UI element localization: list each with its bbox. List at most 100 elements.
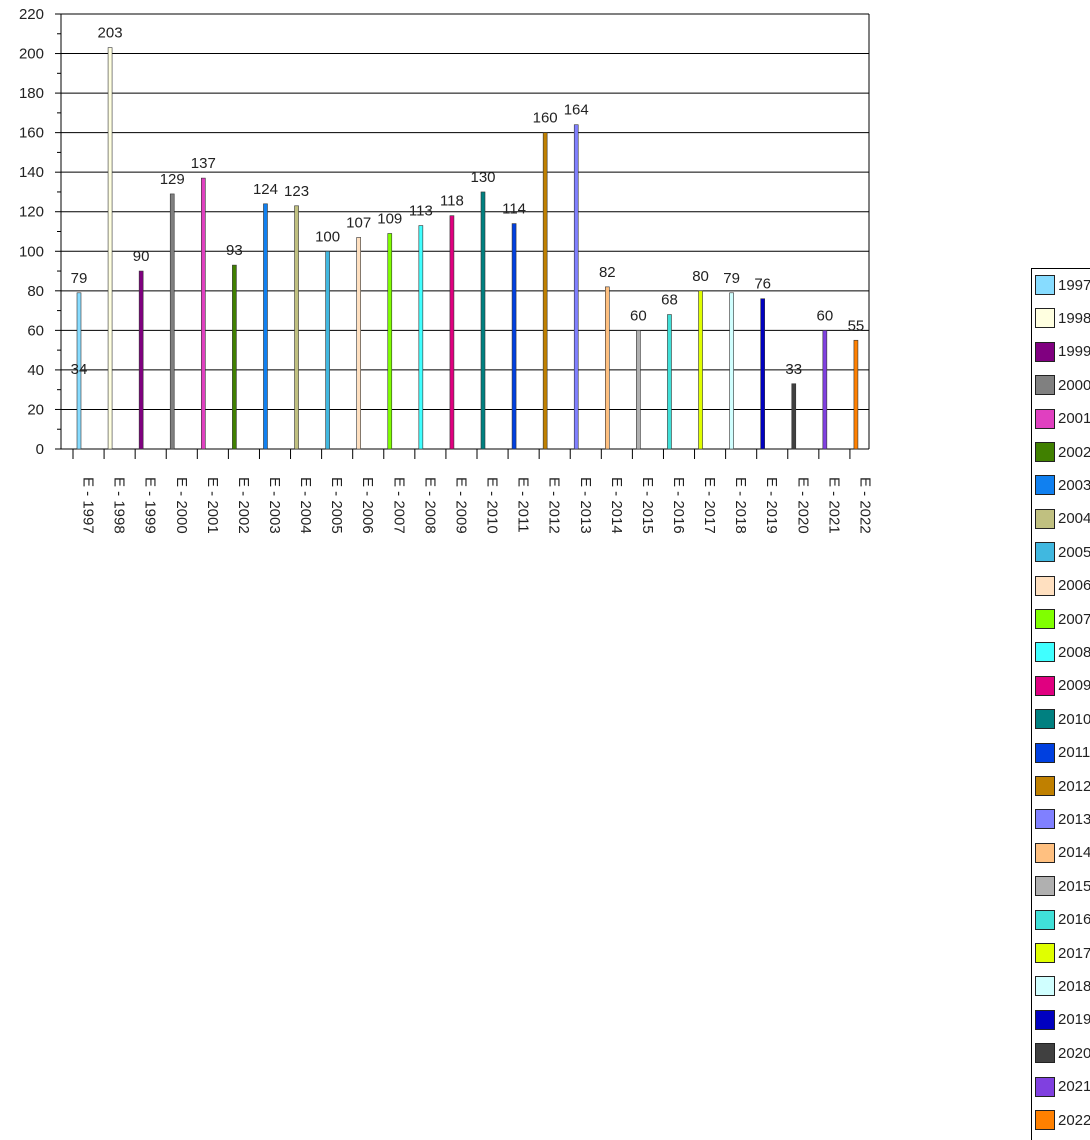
legend-item: 2000 [1035,373,1090,397]
x-tick-label: E - 2001 [204,477,221,534]
legend-label: 2001 [1058,410,1090,428]
bar-2020 [791,383,797,450]
legend-label: 2002 [1058,443,1090,461]
legend-item: 2009 [1035,674,1090,698]
legend-label: 2012 [1058,777,1090,795]
y-tick-label: 220 [19,6,44,23]
legend-label: 2010 [1058,710,1090,728]
x-tick-label: E - 2005 [328,477,345,534]
legend-swatch [1035,1009,1055,1030]
legend-swatch [1035,709,1055,730]
data-label: 164 [564,102,589,119]
data-label: 118 [440,193,464,210]
x-tick-label: E - 2018 [732,477,749,534]
legend-swatch [1035,508,1055,529]
bar-2011 [511,223,517,450]
x-tick-label: E - 2009 [452,477,469,534]
legend-swatch [1035,776,1055,796]
legend-item: 2008 [1035,640,1090,664]
y-tick-label: 120 [19,204,44,221]
data-label: 113 [409,203,433,220]
legend-swatch [1035,809,1055,830]
legend-swatch [1035,408,1055,429]
bar-2015 [636,330,641,450]
bar-1997 [76,292,82,450]
legend-label: 1999 [1058,343,1090,361]
legend-swatch [1035,341,1055,362]
bar-2018 [729,292,734,450]
legend-label: 2021 [1058,1078,1090,1096]
data-label: 80 [692,268,709,285]
bar-2007 [387,233,393,450]
data-labels: 79 203 90 129 137 93 124 123 100 107 109 113 118 130 1… [71,25,865,378]
x-tick-label: E - 2014 [608,477,625,534]
legend-swatch [1035,976,1055,997]
legend-item: 2021 [1035,1075,1090,1099]
legend-label: 2017 [1058,944,1090,962]
data-label: 100 [315,228,340,245]
legend-item: 2018 [1035,974,1090,998]
legend-item: 2004 [1035,507,1090,531]
legend-label: 2004 [1058,510,1090,528]
x-tick-label: E - 2011 [515,477,532,533]
legend-swatch [1035,943,1055,963]
legend-swatch [1035,275,1055,295]
legend-label: 2015 [1058,877,1090,895]
legend-swatch [1035,642,1055,663]
legend-label: 2016 [1058,911,1090,929]
y-tick-label: 20 [27,401,44,418]
legend-swatch [1035,675,1055,696]
bar-2021 [822,330,828,450]
legend-item: 2015 [1035,874,1090,898]
legend-swatch [1035,308,1055,329]
data-label: 130 [470,169,495,186]
bar-2009 [449,215,455,450]
data-label: 68 [661,292,678,309]
legend-label: 2003 [1058,476,1090,494]
legend-item: 2010 [1035,707,1090,731]
data-label: 107 [346,214,371,231]
y-tick-label: 140 [19,164,44,181]
legend-item: 2017 [1035,941,1090,965]
legend-label: 2018 [1058,977,1090,995]
data-label: 60 [817,307,834,324]
y-axis: 0 20 40 60 80 100 120 140 160 180 200 220 [19,6,870,458]
legend-swatch [1035,842,1055,863]
x-tick-label: E - 1998 [111,477,128,534]
legend-swatch [1035,876,1055,897]
legend-item: 2001 [1035,407,1090,431]
x-tick-label: E - 2019 [763,477,780,534]
legend-label: 1997 [1058,276,1090,294]
legend-item: 2007 [1035,607,1090,631]
legend-label: 2014 [1058,844,1090,862]
legend-label: 1998 [1058,309,1090,327]
x-tick-label: E - 2013 [577,477,594,534]
legend-item: 2022 [1035,1108,1090,1132]
legend-swatch [1035,575,1055,596]
legend-label: 2022 [1058,1111,1090,1129]
data-label: 33 [785,361,802,378]
legend-label: 2011 [1058,744,1090,762]
bar-2013 [573,124,579,450]
bar-1999 [138,270,144,450]
data-label: 109 [377,210,402,227]
legend-swatch [1035,1076,1055,1097]
bar-2008 [418,225,424,450]
bar-2006 [356,237,361,450]
legend-label: 2007 [1058,610,1090,628]
legend-swatch [1035,909,1055,930]
data-label: 124 [253,181,278,198]
x-tick-label: E - 2007 [390,477,407,534]
legend-swatch [1035,542,1055,563]
data-label: 114 [502,201,526,218]
bar-1998 [107,47,113,450]
gridlines [61,13,869,450]
legend-swatch [1035,442,1055,462]
data-label: 129 [160,171,185,188]
legend-item: 2005 [1035,540,1090,564]
legend-item: 2019 [1035,1008,1090,1032]
bar-2001 [201,177,206,450]
bar-2010 [480,191,486,450]
y-tick-label: 200 [19,46,44,63]
